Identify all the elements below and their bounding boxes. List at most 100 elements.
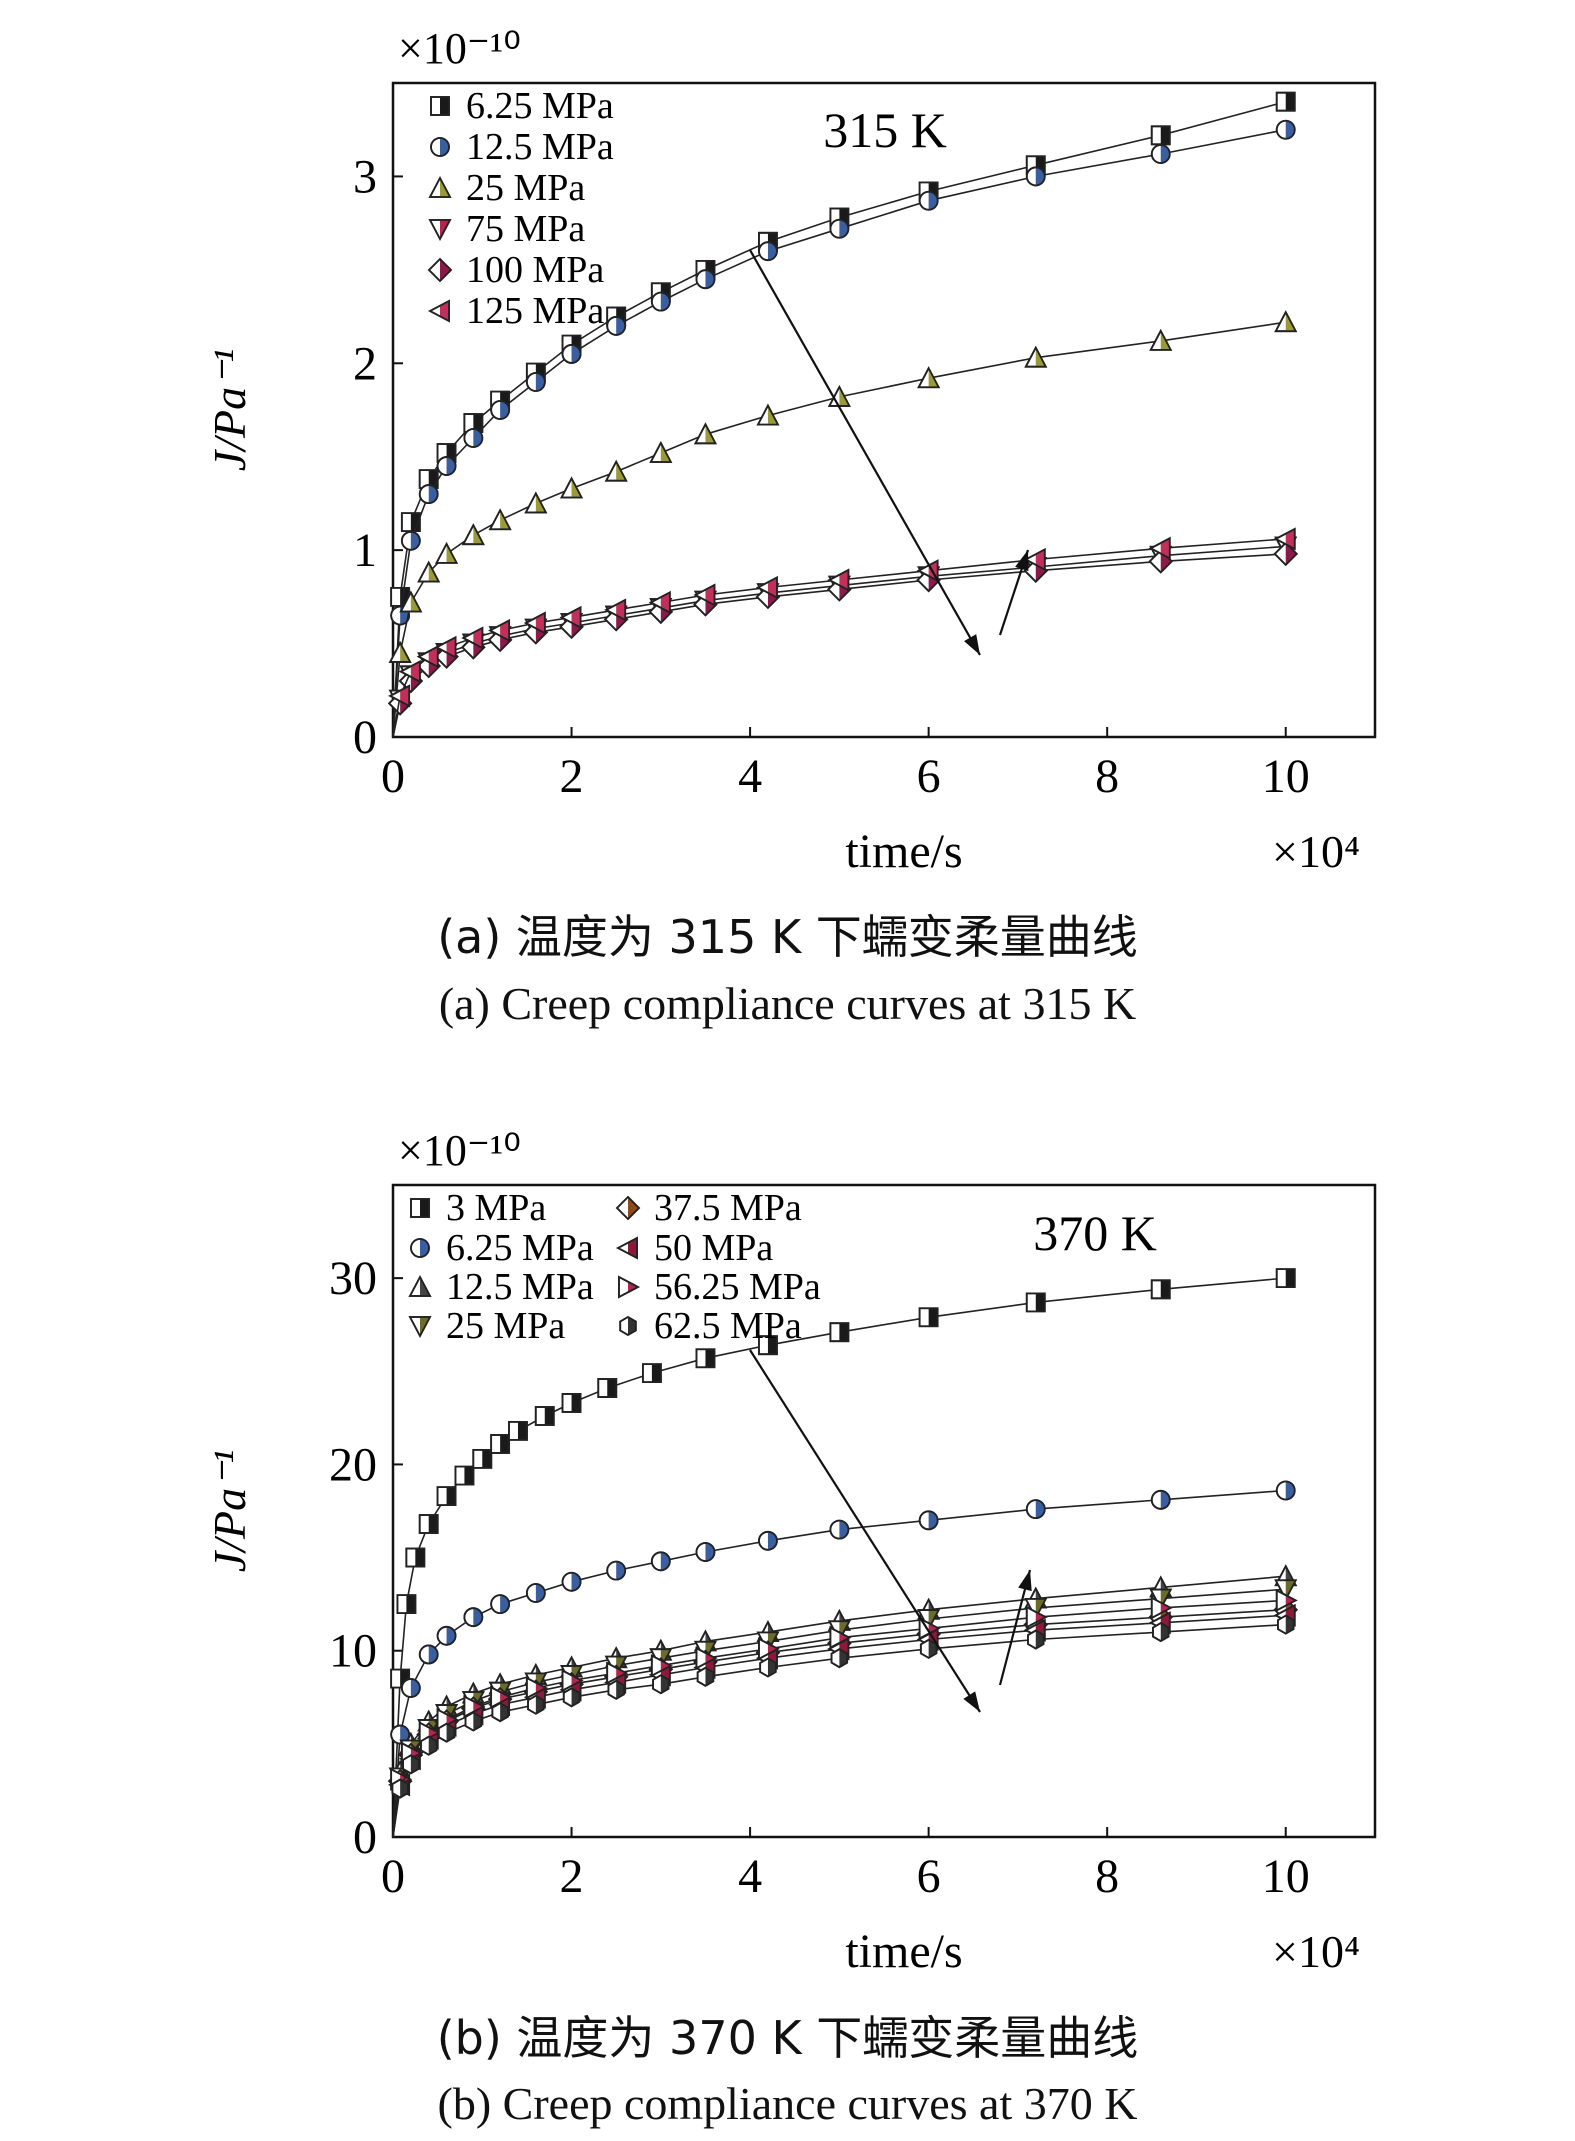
chart-b-xtick-label: 2 — [560, 1850, 584, 1903]
chart-b-data-point — [1150, 1489, 1171, 1510]
chart-b-data-point — [650, 1654, 673, 1678]
chart-b-legend-label: 3 MPa — [446, 1187, 546, 1229]
chart-b-data-point — [1025, 1499, 1046, 1520]
chart-a-data-point — [525, 372, 546, 392]
chart-panel-b: 0 2 4 6 8 10 0 10 20 30 time/s ×10⁴ J/Pa⁻¹ ×10⁻¹⁰ 370 … — [0, 1100, 1575, 2141]
chart-b-data-point — [525, 1676, 548, 1700]
chart-b-data-point — [561, 1669, 584, 1693]
chart-b-xtick-label: 0 — [381, 1850, 405, 1903]
chart-b-data-point — [918, 1510, 939, 1531]
chart-b-legend-marker — [410, 1198, 430, 1218]
chart-a-legend-label: 75 MPa — [466, 208, 585, 250]
chart-b-data-point — [491, 1702, 509, 1723]
chart-b-trend-arrow — [998, 1569, 1032, 1686]
chart-b-series-0 — [390, 1268, 1296, 1838]
chart-a-legend-marker — [428, 299, 450, 323]
chart-b-data-point — [405, 1547, 426, 1568]
chart-a-data-point — [400, 530, 421, 551]
chart-a-data-point — [1150, 144, 1171, 164]
chart-b-legend-marker — [619, 1315, 637, 1337]
chart-a-data-point — [827, 568, 850, 592]
chart-b-ytick-label: 10 — [329, 1625, 377, 1678]
chart-b-data-point — [829, 1519, 850, 1540]
chart-a-data-point — [1149, 328, 1173, 351]
chart-b-data-point — [1152, 1622, 1170, 1643]
chart-b-data-point — [391, 1778, 409, 1799]
chart-b-data-point — [606, 1560, 627, 1581]
chart-b-data-point — [1275, 1588, 1298, 1612]
chart-a-data-point — [1025, 166, 1046, 187]
chart-b-legend-label: 6.25 MPa — [446, 1227, 594, 1269]
chart-a-data-point — [418, 469, 439, 490]
chart-b-legend-marker — [408, 1275, 432, 1297]
chart-a-series-2 — [388, 310, 1298, 738]
chart-b-data-point — [919, 1638, 938, 1659]
chart-b-data-point — [561, 1571, 582, 1592]
chart-b-data-point — [695, 1646, 718, 1670]
chart-b-data-point — [534, 1406, 555, 1426]
chart-a-data-point — [463, 428, 484, 448]
chart-a-data-point — [756, 576, 778, 600]
chart-b-data-point — [396, 1594, 417, 1615]
chart-b-y-multiplier: ×10⁻¹⁰ — [398, 1126, 521, 1175]
chart-b-data-point — [829, 1322, 850, 1343]
chart-b-data-point — [436, 1625, 457, 1646]
chart-a-xtick-label: 0 — [381, 750, 405, 803]
chart-b-legend-item: 56.25 MPa — [618, 1266, 821, 1308]
chart-b-data-point — [641, 1363, 662, 1384]
chart-b-legend-label: 12.5 MPa — [446, 1266, 594, 1308]
chart-a-plot: 0 2 4 6 8 10 0 1 2 3 time/s ×10⁴ J/Pa⁻¹ ×10⁻¹⁰ 315 K 6.… — [204, 24, 1377, 878]
chart-a-series-5 — [388, 527, 1296, 738]
chart-b-legend-marker — [615, 1195, 641, 1221]
chart-a-data-point — [1275, 91, 1296, 112]
chart-a-y-multiplier: ×10⁻¹⁰ — [398, 24, 521, 73]
chart-b-legend-item: 3 MPa — [410, 1187, 546, 1229]
chart-b-data-point — [696, 1666, 715, 1687]
caption-b-en: (b) Creep compliance curves at 370 K — [437, 2078, 1138, 2129]
chart-b-data-point — [918, 1307, 939, 1328]
chart-b-xtick-label: 6 — [917, 1850, 941, 1903]
chart-b-data-point — [758, 1637, 780, 1661]
chart-b-legend-item: 37.5 MPa — [615, 1187, 802, 1229]
chart-a-data-point — [398, 660, 421, 684]
chart-a-data-point — [418, 484, 439, 504]
chart-b-data-point — [1025, 1605, 1048, 1629]
chart-a-data-point — [416, 645, 439, 669]
chart-b-trend-arrow — [749, 1349, 981, 1713]
chart-a-legend-marker — [430, 137, 450, 157]
chart-b-ytick-label: 0 — [353, 1811, 377, 1864]
chart-b-data-point — [525, 1583, 546, 1603]
chart-b-plot-frame — [391, 1183, 1377, 1839]
chart-b-data-point — [400, 1678, 421, 1698]
chart-a-ytick-label: 3 — [353, 150, 377, 203]
chart-b-data-point — [1150, 1596, 1173, 1620]
chart-a-data-point — [1275, 119, 1296, 140]
chart-b-data-point — [490, 1594, 511, 1615]
chart-a-data-point — [523, 611, 546, 635]
chart-a-legend-label: 12.5 MPa — [466, 126, 614, 168]
chart-a-data-point — [1150, 125, 1171, 146]
chart-b-data-point — [695, 1348, 716, 1369]
chart-b-data-point — [418, 1644, 439, 1665]
chart-b-data-point — [390, 1724, 411, 1745]
chart-b-legend-item: 6.25 MPa — [410, 1227, 594, 1269]
chart-a-data-point — [400, 512, 421, 533]
chart-a-x-multiplier: ×10⁴ — [1272, 826, 1360, 877]
chart-b-data-point — [758, 1530, 778, 1551]
chart-a-xtick-label: 4 — [738, 750, 762, 803]
chart-a-legend-label: 6.25 MPa — [466, 85, 614, 127]
chart-b-x-axis-label: time/s — [845, 1925, 962, 1978]
chart-a-data-point — [693, 583, 716, 607]
chart-a-trend-arrow — [749, 249, 981, 656]
chart-a-legend-label: 125 MPa — [466, 290, 604, 332]
chart-b-data-point — [464, 1711, 483, 1732]
chart-a-data-point — [561, 344, 582, 364]
chart-a-data-point — [560, 476, 584, 499]
chart-a-series-0 — [390, 91, 1296, 738]
chart-b-series-1 — [390, 1480, 1296, 1838]
chart-a-xtick-label: 8 — [1095, 750, 1119, 803]
chart-a-data-point — [918, 190, 939, 211]
chart-b-legend-label: 56.25 MPa — [654, 1266, 821, 1308]
chart-a-data-point — [1273, 527, 1296, 551]
chart-b-legend-marker — [618, 1275, 640, 1299]
